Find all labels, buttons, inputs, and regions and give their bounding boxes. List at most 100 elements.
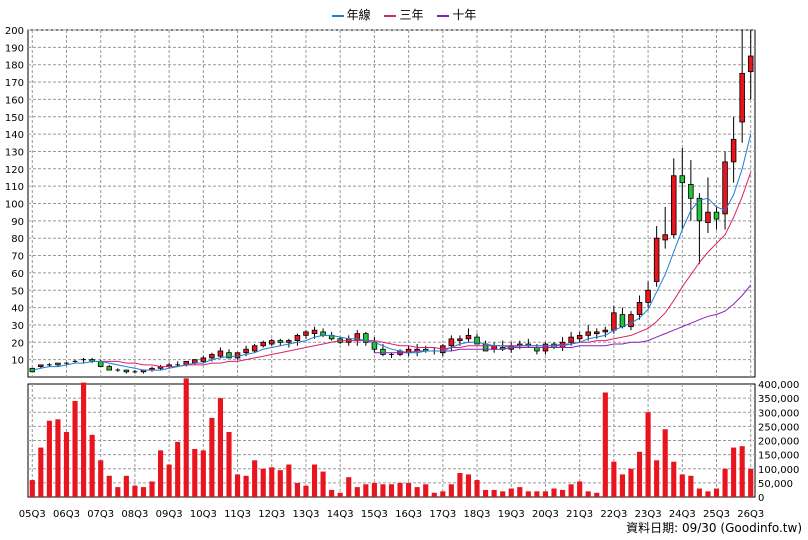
volume-bar	[234, 474, 241, 497]
x-tick-label: 18Q3	[464, 509, 491, 520]
volume-bar	[705, 491, 711, 497]
data-date-label: 資料日期: 09/30	[626, 521, 717, 535]
legend-label-1y: 年線	[346, 8, 371, 22]
candle-up	[260, 341, 266, 347]
volume-bar	[525, 491, 531, 497]
candle-up	[243, 348, 249, 354]
volume-bar	[679, 474, 685, 497]
x-tick-label: 22Q3	[600, 509, 627, 520]
price-tick-label: 160	[5, 95, 24, 106]
price-tick-label: 60	[11, 269, 24, 280]
volume-bar	[46, 420, 52, 497]
volume-tick-label: 250,000	[758, 422, 799, 433]
volume-bar	[559, 489, 566, 497]
candle-down	[320, 331, 326, 336]
chart-legend: 年線 三年 十年	[0, 6, 808, 23]
volume-tick-label: 300,000	[758, 408, 799, 419]
price-tick-label: 50	[11, 286, 24, 297]
volume-tick-label: 400,000	[758, 380, 799, 391]
price-tick-label: 150	[5, 113, 24, 124]
volume-bar	[414, 487, 420, 497]
volume-bar	[175, 441, 181, 497]
x-tick-label: 21Q3	[566, 509, 593, 520]
candle-up	[705, 211, 711, 223]
volume-bar	[286, 464, 292, 497]
x-tick-label: 10Q3	[190, 509, 217, 520]
volume-bar	[628, 468, 634, 497]
legend-swatch-1y	[331, 14, 344, 17]
volume-bar	[217, 398, 224, 497]
volume-bar	[149, 481, 155, 497]
x-tick-label: 05Q3	[19, 509, 46, 520]
volume-bar	[346, 477, 352, 497]
volume-bar	[243, 475, 249, 497]
candle-up	[739, 72, 745, 123]
volume-bar	[713, 488, 720, 497]
legend-label-10y: 十年	[452, 8, 477, 22]
volume-bar	[483, 489, 489, 497]
volume-bar	[269, 467, 275, 497]
price-tick-label: 190	[5, 43, 24, 54]
volume-bar	[140, 487, 147, 497]
candle-down	[696, 197, 703, 222]
volume-bar	[636, 451, 643, 497]
volume-bar	[354, 487, 360, 497]
legend-swatch-10y	[437, 14, 450, 17]
volume-bar	[585, 491, 591, 497]
candle-down	[474, 336, 480, 345]
price-tick-label: 120	[5, 165, 24, 176]
price-tick-label: 100	[5, 200, 24, 211]
volume-bar	[209, 417, 215, 497]
volume-bar	[252, 460, 258, 497]
volume-bar	[662, 429, 668, 497]
volume-bar	[115, 487, 121, 497]
legend-item-10y: 十年	[437, 6, 476, 23]
volume-bar	[98, 460, 104, 497]
volume-bar	[72, 400, 78, 497]
candle-down	[534, 347, 540, 352]
volume-bar	[183, 378, 189, 497]
volume-bar	[260, 468, 266, 497]
candle-up	[576, 334, 583, 340]
candle-up	[645, 289, 651, 303]
x-tick-label: 12Q3	[258, 509, 285, 520]
volume-bar	[500, 491, 506, 497]
candle-down	[55, 362, 61, 366]
volume-bar	[577, 481, 583, 497]
candle-up	[192, 359, 198, 364]
volume-bar	[106, 475, 112, 497]
volume-bar	[123, 475, 129, 497]
volume-bar	[611, 461, 617, 497]
price-tick-label: 180	[5, 61, 24, 72]
price-tick-label: 200	[5, 26, 24, 37]
legend-swatch-3y	[384, 14, 397, 17]
candle-up	[209, 354, 215, 359]
volume-bar	[397, 482, 403, 497]
price-tick-label: 170	[5, 78, 24, 89]
legend-item-3y: 三年	[384, 6, 424, 23]
candle-up	[559, 341, 566, 348]
volume-bar	[457, 472, 463, 497]
x-tick-label: 15Q3	[361, 509, 388, 520]
data-date-note: 資料日期: 09/30 (Goodinfo.tw)	[626, 519, 802, 536]
volume-bar	[200, 450, 206, 497]
price-tick-label: 80	[11, 234, 24, 245]
candle-down	[123, 369, 130, 373]
price-tick-label: 70	[11, 252, 24, 263]
volume-bar	[748, 468, 754, 497]
volume-bar	[508, 488, 514, 497]
volume-bar	[474, 480, 480, 497]
price-tick-label: 20	[11, 338, 24, 349]
candle-up	[568, 336, 574, 343]
x-tick-label: 20Q3	[532, 509, 559, 520]
x-tick-label: 11Q3	[224, 509, 251, 520]
volume-bar	[158, 450, 164, 497]
volume-bar	[568, 484, 574, 497]
volume-bar	[465, 474, 472, 497]
candle-up	[217, 350, 224, 357]
volume-bar	[542, 491, 549, 497]
volume-tick-label: 50,000	[758, 479, 793, 490]
candle-down	[619, 314, 626, 328]
x-tick-label: 14Q3	[327, 509, 354, 520]
